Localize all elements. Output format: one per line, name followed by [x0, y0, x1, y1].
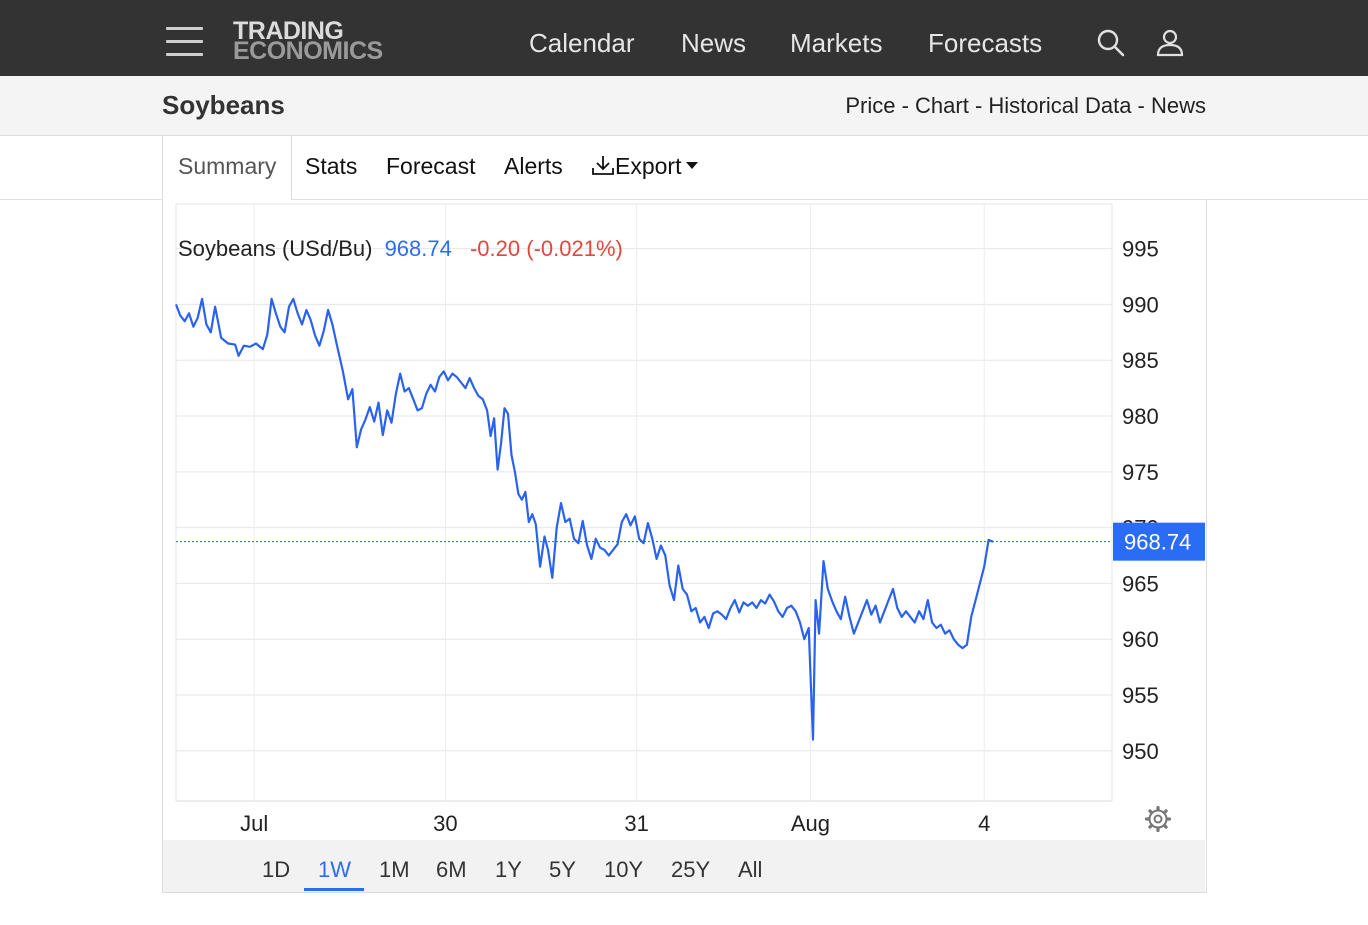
x-axis-labels: Jul 30 31 Aug 4	[240, 811, 990, 836]
export-menu[interactable]: Export	[591, 153, 699, 180]
breadcrumb[interactable]: Price - Chart - Historical Data - News	[845, 93, 1206, 118]
range-all[interactable]: All	[738, 857, 763, 882]
range-5y[interactable]: 5Y	[549, 857, 576, 882]
range-1m[interactable]: 1M	[379, 857, 410, 882]
range-25y[interactable]: 25Y	[671, 857, 711, 882]
range-6m[interactable]: 6M	[436, 857, 467, 882]
page-title: Soybeans	[162, 90, 285, 120]
y-tick-label: 985	[1122, 348, 1159, 373]
settings-icon	[1144, 805, 1172, 833]
top-navigation-bar: TRADING ECONOMICS Calendar News Markets …	[0, 0, 1368, 76]
tab-alerts[interactable]: Alerts	[504, 153, 563, 179]
tab-summary-box	[162, 136, 292, 200]
y-tick-label: 955	[1122, 683, 1159, 708]
y-tick-label: 990	[1122, 292, 1159, 317]
tab-forecast[interactable]: Forecast	[386, 153, 476, 179]
last-price-badge	[1113, 522, 1205, 561]
chart-container	[162, 199, 1207, 893]
legend-change: -0.20 (-0.021%)	[470, 236, 623, 261]
search-icon[interactable]	[1096, 28, 1126, 58]
range-selector: 1D 1W 1M 6M 1Y 5Y 10Y 25Y All	[163, 840, 1205, 892]
range-1d[interactable]: 1D	[262, 857, 291, 882]
y-tick-label: 975	[1122, 460, 1159, 485]
user-icon[interactable]	[1155, 28, 1185, 58]
caret-down-icon	[686, 162, 699, 169]
x-tick-label: 31	[624, 811, 648, 836]
nav-forecasts[interactable]: Forecasts	[928, 28, 1043, 58]
chart-legend: Soybeans (USd/Bu) 968.74 -0.20 (-0.021%)	[178, 236, 623, 261]
logo-line-2: ECONOMICS	[233, 37, 383, 65]
last-price-value: 968.74	[1124, 530, 1191, 555]
tab-stats[interactable]: Stats	[305, 153, 358, 179]
chart-grid	[175, 203, 1113, 802]
range-1y[interactable]: 1Y	[495, 857, 522, 882]
active-range-underline	[304, 888, 364, 891]
x-tick-label: 4	[978, 811, 990, 836]
x-tick-label: 30	[433, 811, 457, 836]
range-10y[interactable]: 10Y	[604, 857, 644, 882]
menu-icon[interactable]	[166, 27, 203, 57]
y-axis-labels: 950955960965970975980985990995	[1122, 237, 1159, 764]
x-tick-label: Aug	[791, 811, 830, 836]
legend-name: Soybeans (USd/Bu)	[178, 236, 372, 261]
x-tick-label: Jul	[240, 811, 268, 836]
download-icon	[592, 156, 614, 175]
y-tick-label: 995	[1122, 237, 1159, 262]
plot-area	[175, 203, 1113, 802]
export-label: Export	[615, 153, 682, 179]
tab-summary[interactable]: Summary	[178, 153, 277, 179]
chart-tabs: Summary Stats Forecast Alerts Export	[0, 136, 1368, 200]
y-tick-label: 980	[1122, 404, 1159, 429]
y-tick-label: 960	[1122, 627, 1159, 652]
price-line	[174, 297, 994, 741]
logo-line-1: TRADING	[233, 17, 344, 45]
nav-calendar[interactable]: Calendar	[529, 28, 635, 58]
nav-markets[interactable]: Markets	[790, 28, 883, 58]
nav-news[interactable]: News	[681, 28, 747, 58]
instrument-header: Soybeans Price - Chart - Historical Data…	[0, 76, 1368, 136]
range-1w[interactable]: 1W	[318, 857, 351, 882]
y-tick-label: 965	[1122, 571, 1159, 596]
legend-price: 968.74	[385, 236, 452, 261]
site-logo[interactable]: TRADING ECONOMICS	[233, 17, 383, 65]
y-tick-label: 950	[1122, 739, 1159, 764]
